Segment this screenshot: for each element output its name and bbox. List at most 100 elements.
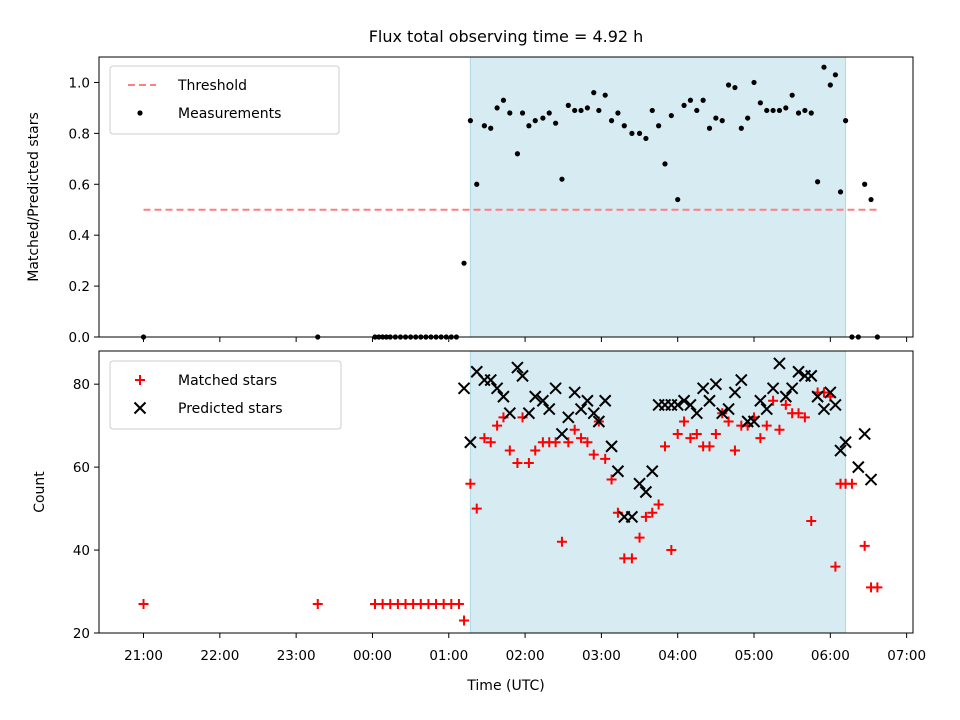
predicted-star-point [536,394,550,407]
matched-star-point [465,478,476,489]
predicted-star-point [811,390,824,403]
predicted-star-point [611,465,625,478]
predicted-star-point [852,460,865,474]
predicted-star-point [677,394,691,407]
measurement-point [837,189,844,195]
measurement-point [668,112,674,119]
matched-star-point [872,582,883,593]
measurement-point [795,110,802,116]
legend-measurements-label: Measurements [178,106,281,122]
matched-star-point [626,553,637,564]
measurement-point [662,161,668,167]
legend-measurements-swatch [137,110,143,116]
matched-star-point [569,424,580,435]
predicted-star-point [484,373,497,387]
measurement-point [629,130,635,136]
predicted-star-point [497,390,510,403]
predicted-star-point [785,382,799,395]
matched-star-point [640,511,651,522]
predicted-star-point [728,386,742,399]
predicted-star-point [457,382,471,395]
measurement-point [725,82,732,88]
predicted-star-point [646,465,659,478]
x-tick-label: 23:00 [277,648,316,664]
x-tick-label: 03:00 [582,648,621,664]
matched-star-point [588,449,599,460]
matched-star-point [312,598,323,609]
measurement-point [636,130,643,136]
matched-star-point [471,503,482,514]
predicted-star-point [792,365,805,378]
measurement-point [751,79,757,86]
matched-star-point [523,457,534,468]
measurement-point [745,115,751,121]
bottom-plot-frame [98,350,914,634]
matched-star-point [550,437,561,448]
bottom-legend: Matched stars Predicted stars [109,360,342,430]
chart-title: Flux total observing time = 4.92 h [369,27,644,46]
top-y-tick-label: 1.0 [69,75,90,91]
measurement-point [488,125,494,131]
top-legend: Threshold Measurements [109,65,340,135]
observing-window-top [469,56,847,338]
matched-star-point [768,395,779,406]
measurement-point [643,135,649,142]
matched-star-point [530,445,541,456]
x-axis-label: Time (UTC) [466,678,544,694]
x-tick-label: 02:00 [506,648,545,664]
matched-star-point [479,433,490,444]
predicted-star-point [696,382,710,395]
measurement-point [572,107,578,114]
measurement-point [578,107,584,114]
bottom-y-tick-label: 40 [73,543,90,559]
predicted-star-point [511,361,524,374]
bottom-y-tick-label: 80 [73,377,90,393]
measurement-point [584,105,591,111]
top-y-tick-label: 0.4 [69,228,90,244]
matched-star-point [799,412,810,423]
predicted-star-point [522,406,536,420]
matched-star-point [846,478,857,489]
bottom-y-tick-label: 20 [73,626,90,642]
measurement-point [546,110,552,116]
legend-box [109,65,340,135]
measurement-point [507,110,513,116]
measurement-point [467,118,473,124]
predicted-star-point [562,411,575,424]
top-y-tick-label: 0.8 [69,126,90,142]
matched-star-point [582,437,593,448]
predicted-star-point [817,402,831,416]
measurement-point [815,179,821,185]
matched-star-point [830,561,841,572]
predicted-star-point [633,477,646,490]
predicted-star-point [490,382,504,395]
top-y-axis: 0.0 0.2 0.4 0.6 0.8 1.0 [69,75,99,346]
measurement-point [789,92,795,98]
measurement-point [596,107,602,114]
predicted-star-point [568,386,581,399]
matched-star-point [672,428,683,439]
predicted-star-point [779,390,793,403]
matched-star-point [600,453,611,464]
measurement-point [559,176,565,182]
measurement-point [656,123,662,129]
matched-star-point [806,516,817,527]
bottom-y-axis-label: Count [32,471,48,513]
predicted-star-point [766,382,780,395]
matched-star-point [459,615,470,626]
predicted-star-point [592,415,606,428]
matched-star-point [647,507,658,518]
predicted-star-point [464,436,477,449]
measurement-point [694,107,700,114]
measurement-point [706,125,713,131]
matched-star-point [859,540,870,551]
matched-star-point [723,416,734,427]
x-tick-label: 04:00 [658,648,697,664]
measurement-point [738,125,744,131]
matched-star-point [729,445,740,456]
measurement-point [461,260,467,266]
predicted-star-point [754,394,767,407]
measurement-point [713,115,719,121]
measurement-point [602,92,608,98]
